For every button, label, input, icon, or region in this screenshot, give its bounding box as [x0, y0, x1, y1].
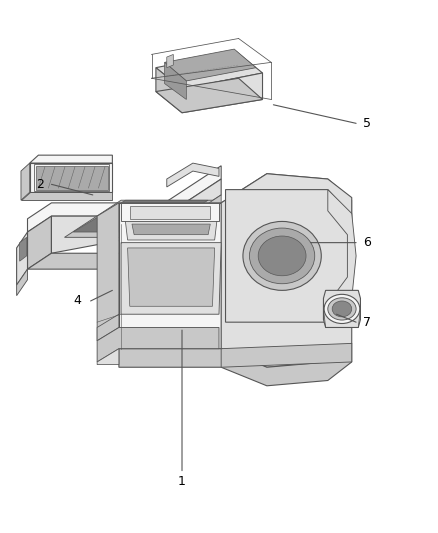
Polygon shape [97, 314, 119, 341]
Text: 7: 7 [363, 316, 371, 329]
Polygon shape [165, 49, 256, 81]
Polygon shape [28, 216, 51, 269]
Polygon shape [30, 155, 113, 163]
Text: 5: 5 [363, 117, 371, 130]
Ellipse shape [258, 236, 306, 276]
Ellipse shape [328, 298, 356, 320]
Polygon shape [121, 203, 219, 221]
Polygon shape [182, 73, 262, 113]
Polygon shape [36, 166, 108, 190]
Polygon shape [221, 343, 352, 367]
Polygon shape [28, 166, 221, 232]
Polygon shape [17, 269, 28, 296]
Polygon shape [156, 52, 262, 89]
Polygon shape [127, 248, 215, 306]
Polygon shape [328, 190, 356, 322]
Ellipse shape [243, 221, 321, 290]
Text: 6: 6 [363, 236, 371, 249]
Polygon shape [97, 203, 119, 341]
Text: 4: 4 [74, 294, 81, 308]
Polygon shape [156, 68, 182, 113]
Text: 2: 2 [37, 178, 45, 191]
Polygon shape [121, 243, 221, 314]
Polygon shape [64, 200, 217, 237]
Polygon shape [125, 221, 217, 240]
Polygon shape [165, 62, 186, 100]
Polygon shape [130, 206, 210, 219]
Polygon shape [21, 163, 30, 200]
Polygon shape [20, 237, 27, 261]
Polygon shape [28, 253, 165, 269]
Polygon shape [323, 290, 360, 327]
Ellipse shape [250, 228, 315, 284]
Polygon shape [226, 190, 350, 322]
Ellipse shape [332, 301, 352, 317]
Polygon shape [167, 163, 219, 187]
Ellipse shape [324, 294, 360, 324]
Polygon shape [167, 54, 173, 68]
Polygon shape [119, 343, 352, 386]
Polygon shape [30, 163, 113, 192]
Polygon shape [119, 174, 350, 224]
Polygon shape [97, 327, 219, 362]
Polygon shape [119, 203, 221, 349]
Polygon shape [97, 349, 119, 365]
Polygon shape [21, 192, 113, 200]
Text: 1: 1 [178, 475, 186, 488]
Polygon shape [271, 176, 352, 219]
Polygon shape [221, 174, 352, 367]
Polygon shape [51, 179, 221, 253]
Polygon shape [156, 78, 262, 113]
Polygon shape [17, 232, 28, 285]
Polygon shape [73, 200, 208, 232]
Polygon shape [165, 195, 221, 269]
Polygon shape [132, 224, 210, 235]
